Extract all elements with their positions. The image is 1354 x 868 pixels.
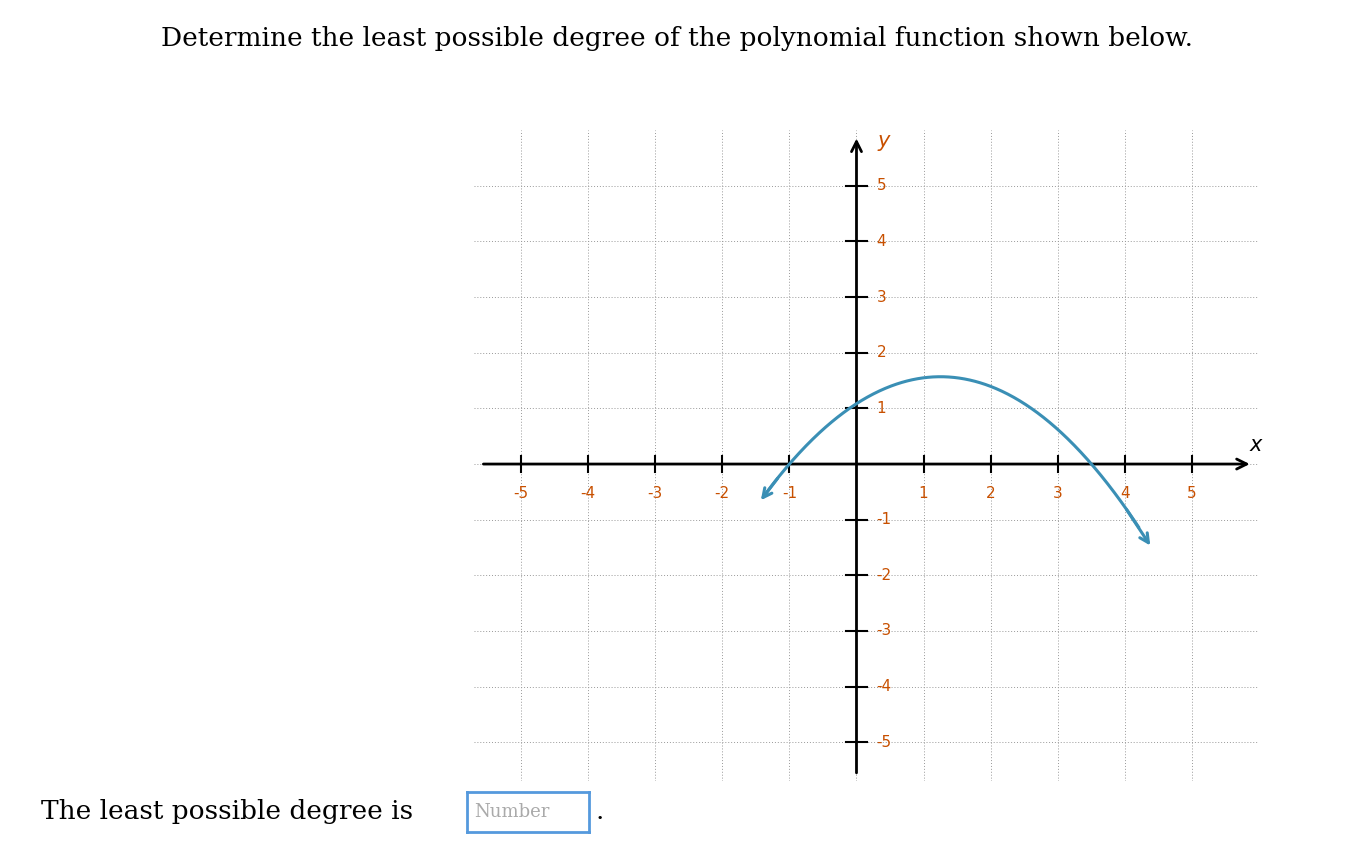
- Text: 5: 5: [1187, 486, 1197, 502]
- Text: -1: -1: [876, 512, 892, 527]
- Text: -2: -2: [715, 486, 730, 502]
- Text: 4: 4: [1120, 486, 1129, 502]
- Text: -1: -1: [781, 486, 798, 502]
- Text: Number: Number: [474, 803, 550, 820]
- Text: 4: 4: [876, 234, 887, 249]
- Text: Determine the least possible degree of the polynomial function shown below.: Determine the least possible degree of t…: [161, 26, 1193, 51]
- Text: -3: -3: [876, 623, 892, 639]
- Text: -5: -5: [513, 486, 528, 502]
- Text: 1: 1: [876, 401, 887, 416]
- Text: 3: 3: [1053, 486, 1063, 502]
- Text: -4: -4: [876, 679, 892, 694]
- Text: 1: 1: [919, 486, 929, 502]
- Text: -4: -4: [581, 486, 596, 502]
- Text: -5: -5: [876, 734, 892, 750]
- Text: The least possible degree is: The least possible degree is: [41, 799, 413, 824]
- Text: 5: 5: [876, 178, 887, 194]
- Text: 3: 3: [876, 290, 887, 305]
- Text: .: .: [596, 799, 604, 824]
- Text: -3: -3: [647, 486, 662, 502]
- Text: x: x: [1250, 435, 1262, 455]
- Text: y: y: [877, 131, 890, 151]
- Text: 2: 2: [876, 345, 887, 360]
- Text: -2: -2: [876, 568, 892, 582]
- Text: 2: 2: [986, 486, 995, 502]
